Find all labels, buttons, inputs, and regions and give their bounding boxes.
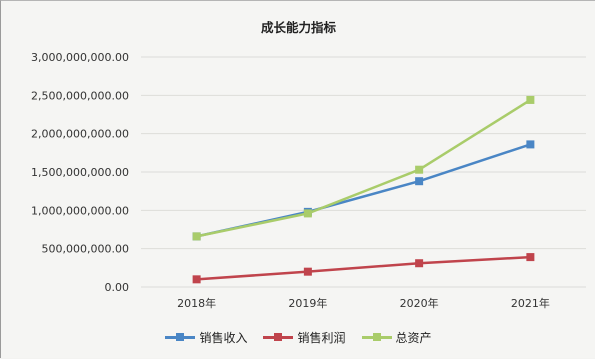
y-tick-label: 0.00 bbox=[105, 281, 130, 294]
legend-item-total-assets: 总资产 bbox=[361, 329, 432, 346]
y-tick-label: 1,500,000,000.00 bbox=[31, 166, 129, 179]
legend: 销售收入 销售利润 总资产 bbox=[1, 329, 595, 346]
y-tick-label: 2,000,000,000.00 bbox=[31, 128, 129, 141]
data-point bbox=[303, 209, 312, 218]
data-point bbox=[526, 253, 535, 262]
data-point bbox=[415, 177, 424, 186]
chart-title: 成长能力指标 bbox=[260, 20, 336, 35]
x-tick-label: 2018年 bbox=[177, 296, 216, 310]
x-tick-label: 2021年 bbox=[511, 296, 550, 310]
legend-swatch bbox=[165, 333, 196, 341]
legend-swatch bbox=[263, 333, 294, 341]
legend-swatch bbox=[361, 333, 392, 341]
y-tick-label: 500,000,000.00 bbox=[42, 243, 129, 256]
y-tick-label: 3,000,000,000.00 bbox=[31, 51, 129, 64]
y-tick-label: 2,500,000,000.00 bbox=[31, 89, 129, 102]
x-tick-label: 2020年 bbox=[400, 296, 439, 310]
legend-label: 销售利润 bbox=[297, 331, 346, 345]
data-point bbox=[415, 165, 424, 174]
data-point bbox=[526, 140, 535, 149]
legend-item-sales-profit: 销售利润 bbox=[263, 329, 346, 346]
series-line-2 bbox=[196, 98, 532, 238]
data-point bbox=[192, 275, 201, 284]
data-point bbox=[192, 232, 201, 241]
legend-item-sales-revenue: 销售收入 bbox=[165, 329, 247, 346]
legend-label: 销售收入 bbox=[199, 331, 248, 345]
data-point bbox=[303, 267, 312, 276]
legend-label: 总资产 bbox=[395, 331, 432, 345]
x-tick-label: 2019年 bbox=[288, 296, 327, 310]
data-point bbox=[526, 95, 535, 104]
data-point bbox=[415, 259, 424, 268]
series-line-1 bbox=[196, 255, 531, 281]
y-tick-label: 1,000,000,000.00 bbox=[31, 204, 129, 217]
